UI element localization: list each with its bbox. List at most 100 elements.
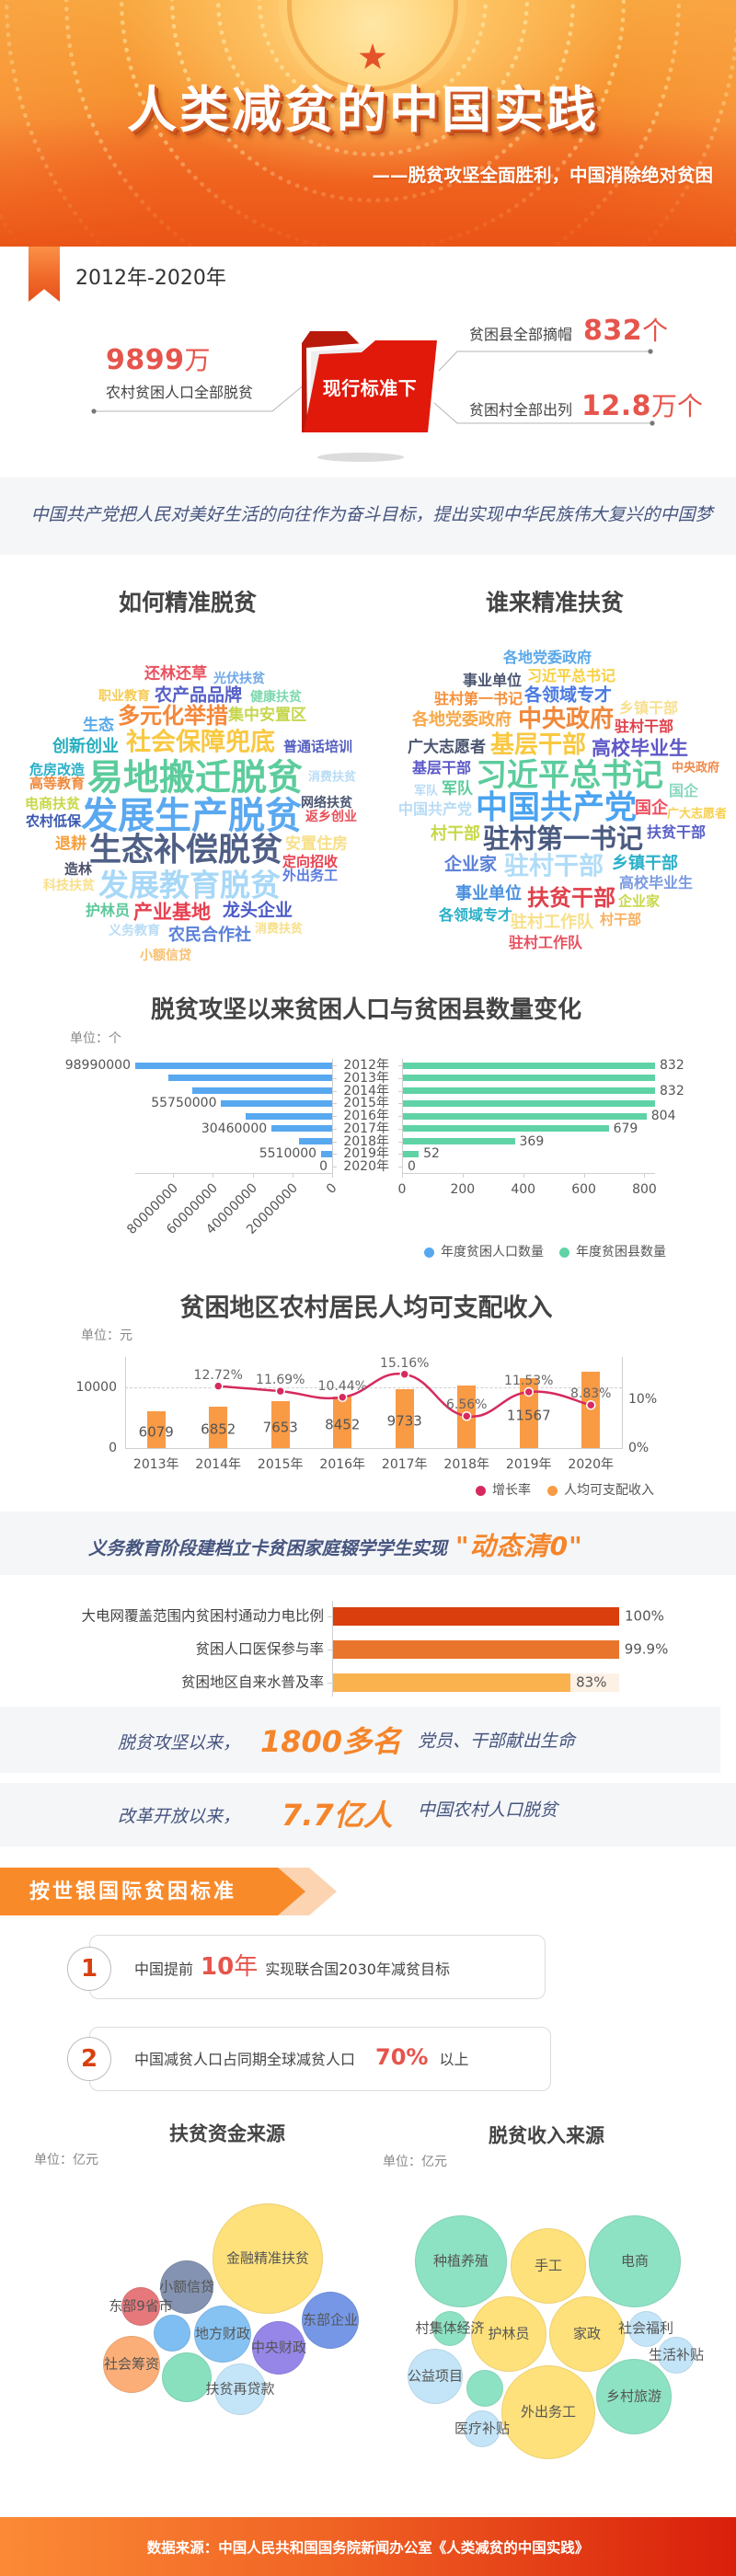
axis-tick [252, 1173, 254, 1178]
step-number-badge: 2 [67, 2037, 111, 2081]
word-cloud-term: 普通话培训 [283, 738, 353, 755]
stat-unit: 万个 [651, 391, 704, 421]
legend-item-population[interactable]: 年度贫困人口数量 [424, 1246, 544, 1259]
growth-rate-point[interactable] [338, 1392, 348, 1402]
growth-rate-point[interactable] [399, 1369, 409, 1379]
word-cloud-term: 各领域专才 [439, 906, 513, 924]
axis-tick [333, 1142, 337, 1143]
county-bar[interactable] [403, 1138, 515, 1144]
bubble[interactable] [627, 2310, 664, 2347]
legend-item-growth-rate[interactable]: 增长率 [476, 1484, 531, 1497]
population-bar[interactable] [246, 1112, 332, 1120]
banner-arrow [0, 1868, 305, 1915]
population-bar[interactable] [321, 1150, 332, 1157]
growth-rate-point[interactable] [586, 1400, 596, 1410]
hero-banner: 人类减贫的中国实践 ——脱贫攻坚全面胜利，中国消除绝对贫困 [0, 0, 736, 247]
bubble[interactable] [549, 2296, 625, 2372]
income-bar[interactable] [270, 1401, 290, 1448]
legend-item-county[interactable]: 年度贫困县数量 [559, 1246, 666, 1259]
word-cloud-term: 退耕 [55, 834, 86, 854]
county-bar[interactable] [403, 1099, 655, 1107]
word-cloud-term: 产业基地 [133, 901, 211, 924]
fact-text-1: 中国提前 10 年 实现联合国2030年减贫目标 [134, 1955, 450, 1979]
bubble[interactable] [589, 2215, 681, 2307]
category-label: 2016年 [319, 1457, 366, 1472]
income-bar[interactable] [146, 1410, 166, 1448]
word-cloud-term: 高校毕业生 [592, 737, 688, 760]
indicator-bar[interactable] [333, 1607, 619, 1626]
category-label: 2014年 [195, 1457, 242, 1472]
axis-tick [333, 1129, 337, 1130]
indicator-bar[interactable] [333, 1640, 619, 1659]
axis-tick [333, 1103, 337, 1104]
population-bar[interactable] [299, 1138, 332, 1144]
growth-rate-point[interactable] [523, 1386, 534, 1397]
legend-dot-icon [476, 1485, 486, 1496]
indicator-bar[interactable] [333, 1673, 571, 1692]
county-bar[interactable] [403, 1150, 420, 1157]
bubble[interactable] [213, 2203, 323, 2314]
growth-rate-point[interactable] [462, 1411, 472, 1421]
stat-unit: 万 [184, 345, 211, 375]
county-bar[interactable] [403, 1075, 655, 1082]
population-bar[interactable] [271, 1125, 332, 1133]
word-cloud-term: 基层干部 [412, 759, 472, 776]
year-label: 2013年 [343, 1070, 389, 1086]
population-bar[interactable] [167, 1075, 332, 1082]
bubble[interactable] [162, 2352, 212, 2402]
bubble[interactable] [464, 2410, 500, 2447]
bubble[interactable] [103, 2336, 160, 2393]
county-bar[interactable] [403, 1125, 609, 1133]
bubble[interactable] [252, 2321, 305, 2375]
growth-rate-label: 8.83% [570, 1386, 612, 1402]
fact-after: 实现联合国2030年减贫目标 [265, 1961, 450, 1978]
bubble[interactable] [432, 2311, 467, 2346]
word-cloud-term: 高等教育 [29, 775, 86, 792]
indicator-label: 贫困地区自来水普及率 [180, 1673, 324, 1691]
bubble[interactable] [501, 2365, 595, 2459]
bubble[interactable] [194, 2306, 251, 2363]
bubble[interactable] [214, 2363, 266, 2415]
growth-rate-point[interactable] [275, 1386, 285, 1397]
bar-value-label: 6852 [201, 1420, 236, 1438]
income-bar[interactable] [519, 1377, 538, 1448]
year-label: 2012年 [343, 1058, 389, 1073]
fact-after: 以上 [439, 2051, 469, 2068]
bubble[interactable] [408, 2349, 463, 2404]
axis-tick [333, 1116, 337, 1117]
word-cloud-term: 扶贫干部 [647, 823, 707, 841]
bubble[interactable] [596, 2359, 672, 2434]
growth-rate-label: 15.16% [380, 1355, 430, 1371]
county-bar[interactable] [403, 1087, 655, 1094]
bubble[interactable] [154, 2315, 190, 2352]
bubble[interactable] [121, 2287, 160, 2326]
bubble[interactable] [466, 2370, 503, 2407]
word-cloud-term: 各地党委政府 [503, 649, 592, 666]
county-bar[interactable] [403, 1112, 647, 1120]
income-bar[interactable] [209, 1406, 228, 1448]
income-bar[interactable] [333, 1397, 352, 1448]
bubble[interactable] [415, 2215, 507, 2307]
population-bar[interactable] [192, 1087, 332, 1094]
bar-value-label: 52 [423, 1146, 440, 1162]
income-bar[interactable] [395, 1388, 414, 1448]
fact-card-2 [89, 2027, 551, 2091]
axis-tick [398, 1142, 402, 1143]
gridline [125, 1387, 622, 1388]
growth-rate-point[interactable] [213, 1381, 224, 1391]
bubble-label: 社会筹资 [103, 2355, 160, 2373]
bubble[interactable] [471, 2296, 546, 2372]
bubble[interactable] [658, 2337, 695, 2374]
fact-text-2: 中国减贫人口占同期全球减贫人口 70% 以上 [134, 2046, 468, 2068]
legend-item-income[interactable]: 人均可支配收入 [547, 1484, 654, 1497]
word-cloud-term: 广大志愿者 [408, 738, 486, 757]
bubble[interactable] [302, 2292, 359, 2349]
bubble[interactable] [160, 2260, 213, 2314]
population-bar[interactable] [135, 1062, 332, 1069]
legend-label: 年度贫困县数量 [576, 1245, 666, 1259]
bubble[interactable] [511, 2228, 586, 2304]
population-bar[interactable] [221, 1099, 332, 1107]
x-tick-label: 200 [450, 1182, 476, 1197]
county-bar[interactable] [403, 1062, 655, 1069]
